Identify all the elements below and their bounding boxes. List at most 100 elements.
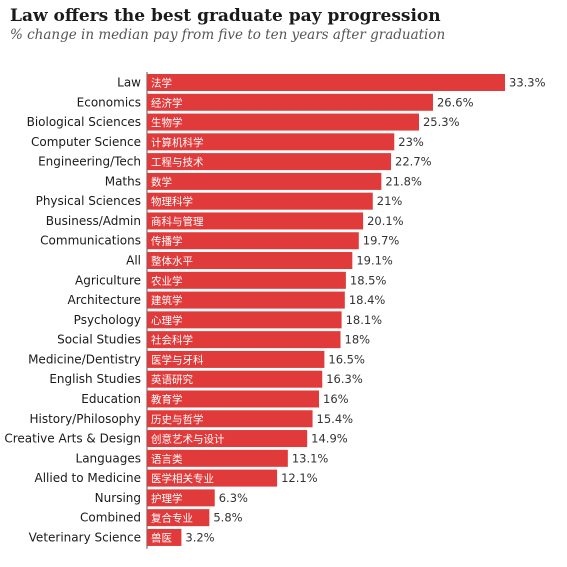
bar-inner-label: 生物学	[151, 116, 183, 129]
bar-inner-label: 建筑学	[151, 294, 183, 307]
value-label: 18%	[345, 333, 371, 347]
value-label: 25.3%	[423, 115, 460, 129]
bar	[147, 489, 215, 507]
bar-row: All 整体水平 19.1%	[126, 252, 393, 270]
bar-inner-label: 历史与哲学	[151, 413, 204, 426]
value-label: 3.2%	[185, 530, 214, 544]
bar	[147, 93, 433, 111]
category-label: Business/Admin	[46, 214, 141, 228]
bar	[147, 74, 505, 91]
bar-row: Agriculture 农业学 18.5%	[75, 271, 387, 289]
chart-title: Law offers the best graduate pay progres…	[10, 6, 441, 26]
category-label: All	[126, 254, 141, 268]
category-label: Nursing	[95, 491, 141, 505]
category-label: Computer Science	[31, 135, 141, 149]
bar-inner-label: 教育学	[151, 393, 183, 406]
bar	[147, 331, 341, 349]
value-label: 18.5%	[350, 273, 387, 287]
value-label: 22.7%	[395, 155, 432, 169]
value-label: 23%	[398, 135, 424, 149]
value-label: 18.1%	[346, 313, 383, 327]
bar	[147, 232, 359, 250]
bar	[147, 410, 313, 428]
value-label: 18.4%	[349, 293, 386, 307]
bar-row: Economics 经济学 26.6%	[77, 93, 474, 111]
category-label: Engineering/Tech	[38, 155, 141, 169]
category-label: Physical Sciences	[36, 194, 141, 208]
bar	[147, 271, 346, 289]
value-label: 26.6%	[437, 95, 474, 109]
category-label: Social Studies	[57, 333, 141, 347]
bar-row: Communications 传播学 19.7%	[40, 232, 400, 250]
bar-row: Education 教育学 16%	[81, 390, 349, 408]
bar	[147, 153, 392, 171]
value-label: 15.4%	[317, 412, 354, 426]
bar-inner-label: 工程与技术	[151, 156, 204, 169]
value-label: 21.8%	[385, 174, 422, 188]
bar-row: Computer Science 计算机科学 23%	[31, 133, 424, 151]
category-label: Communications	[40, 234, 141, 248]
bar-row: Maths 数学 21.8%	[105, 172, 422, 190]
bar-row: Nursing 护理学 6.3%	[95, 489, 248, 507]
bar	[147, 390, 320, 408]
bar	[147, 113, 419, 131]
bar-row: Languages 语言类 13.1%	[76, 449, 329, 467]
value-label: 16%	[323, 392, 349, 406]
value-label: 13.1%	[292, 451, 329, 465]
bar-inner-label: 护理学	[151, 492, 183, 505]
value-label: 20.1%	[367, 214, 404, 228]
bar	[147, 212, 364, 230]
bar-inner-label: 法学	[151, 77, 172, 90]
bar	[147, 370, 323, 388]
category-label: English Studies	[49, 372, 141, 386]
value-label: 16.3%	[326, 372, 363, 386]
bar	[147, 172, 382, 190]
bar	[147, 291, 345, 309]
bar-row: Architecture 建筑学 18.4%	[68, 291, 386, 309]
category-label: Psychology	[74, 313, 141, 327]
bar-row: Social Studies 社会科学 18%	[57, 331, 371, 349]
bar-row: Law 法学 33.3%	[117, 74, 546, 91]
bar-inner-label: 商科与管理	[151, 215, 204, 228]
bar	[147, 192, 373, 210]
bar	[147, 528, 182, 546]
category-label: Biological Sciences	[27, 115, 141, 129]
bar-inner-label: 语言类	[151, 452, 183, 465]
category-label: Maths	[105, 174, 141, 188]
chart-subtitle: % change in median pay from five to ten …	[10, 27, 446, 43]
bar	[147, 449, 288, 467]
value-label: 19.1%	[356, 254, 393, 268]
category-label: Veterinary Science	[29, 530, 141, 544]
value-label: 19.7%	[363, 234, 400, 248]
value-label: 14.9%	[311, 432, 348, 446]
category-label: Economics	[77, 95, 141, 109]
category-label: Languages	[76, 451, 141, 465]
bar	[147, 252, 353, 270]
bar-row: Allied to Medicine 医学相关专业 12.1%	[35, 469, 318, 487]
bar-inner-label: 计算机科学	[151, 136, 204, 149]
bar-row: Medicine/Dentistry 医学与牙科 16.5%	[28, 350, 365, 368]
bar-inner-label: 英语研究	[151, 373, 193, 386]
bar	[147, 133, 395, 151]
bar-inner-label: 复合专业	[151, 512, 193, 525]
bar-row: Biological Sciences 生物学 25.3%	[27, 113, 460, 131]
bar-inner-label: 医学与牙科	[151, 353, 204, 366]
category-label: Creative Arts & Design	[4, 432, 141, 446]
bar-inner-label: 医学相关专业	[151, 472, 214, 485]
category-label: Agriculture	[75, 273, 141, 287]
bar-inner-label: 物理科学	[151, 195, 193, 208]
bar-inner-label: 创意艺术与设计	[151, 433, 225, 446]
bar-inner-label: 兽医	[151, 531, 172, 544]
category-label: Architecture	[68, 293, 141, 307]
bar-row: English Studies 英语研究 16.3%	[49, 370, 363, 388]
bar	[147, 430, 308, 448]
category-label: History/Philosophy	[29, 412, 141, 426]
category-label: Law	[117, 76, 141, 90]
value-label: 6.3%	[219, 491, 248, 505]
bar-inner-label: 心理学	[151, 314, 183, 327]
category-label: Education	[81, 392, 141, 406]
bar	[147, 469, 278, 487]
bar-row: Business/Admin 商科与管理 20.1%	[46, 212, 404, 230]
category-label: Combined	[80, 511, 141, 525]
